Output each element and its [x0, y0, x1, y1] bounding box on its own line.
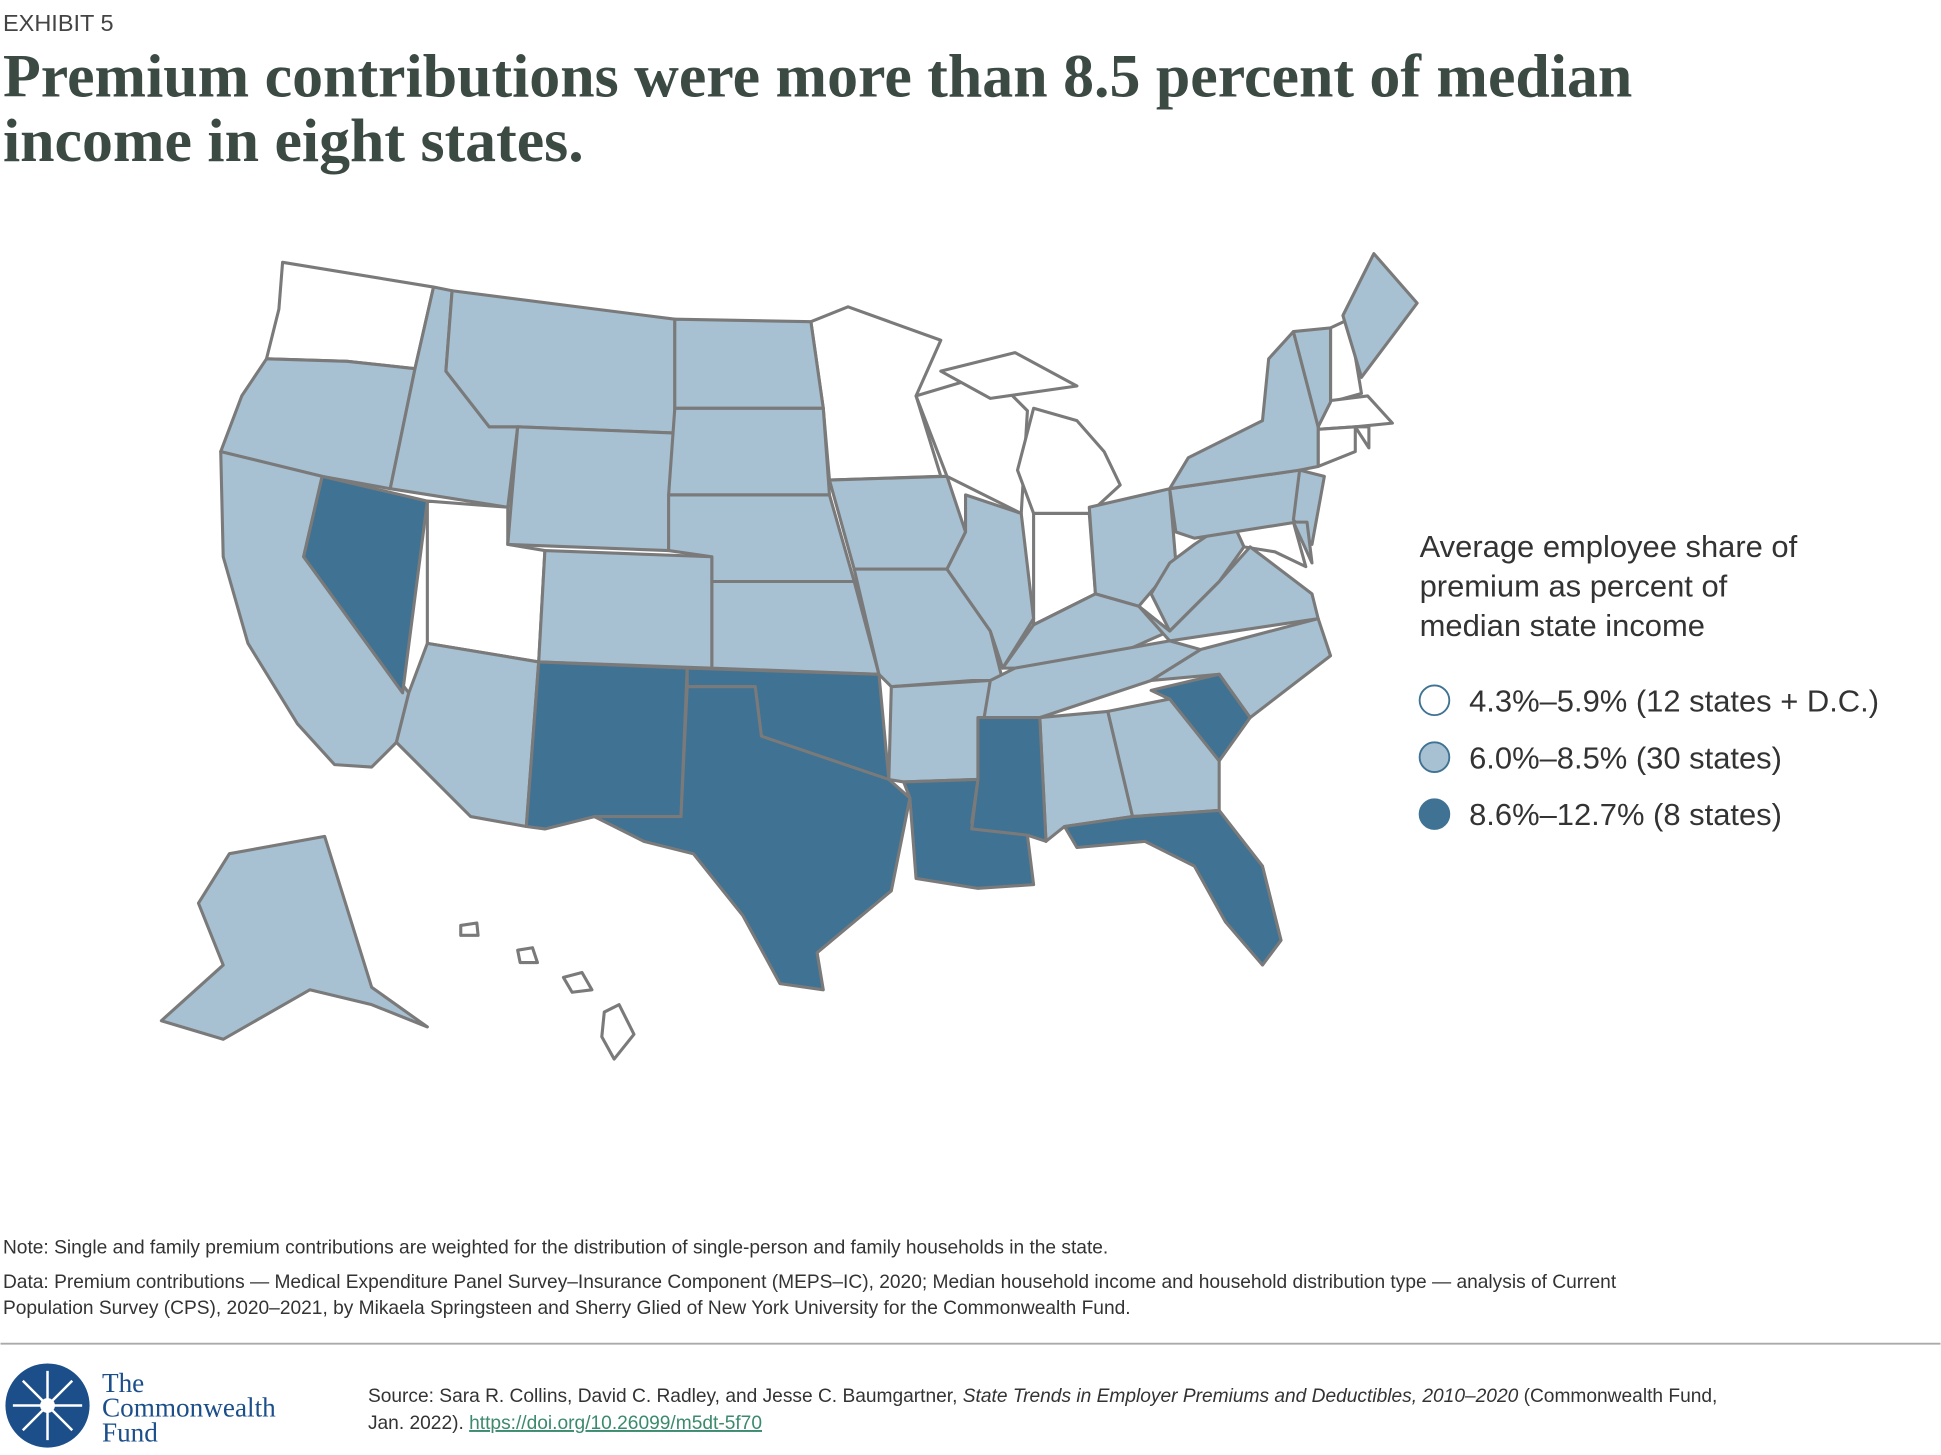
title: income in eight states.: [3, 107, 584, 175]
state: [264, 260, 436, 371]
state: [506, 425, 677, 553]
state: [673, 317, 825, 410]
legend-label: 6.0%–8.5% (30 states): [1469, 740, 1782, 775]
state: [444, 289, 677, 435]
state: [516, 946, 540, 965]
data-note: Data: Premium contributions — Medical Ex…: [3, 1272, 1617, 1293]
state: [592, 685, 912, 992]
state: [1149, 518, 1246, 633]
state: [1062, 808, 1283, 967]
state: [159, 834, 429, 1041]
state: [459, 921, 480, 937]
state: [970, 716, 1048, 843]
state: [1291, 326, 1333, 429]
source: Source: Sara R. Collins, David C. Radley…: [368, 1386, 1717, 1407]
state: [1316, 425, 1357, 468]
legend: 4.3%–5.9% (12 states + D.C.) 6.0%–8.5% (3…: [1418, 683, 1879, 832]
source-link[interactable]: https://doi.org/10.26099/m5dt-5f70: [469, 1413, 762, 1434]
state: [667, 406, 832, 497]
legend-label: 4.3%–5.9% (12 states + D.C.): [1469, 683, 1879, 718]
state: [887, 678, 992, 784]
state: [1015, 406, 1122, 516]
legend-swatch: [1418, 741, 1451, 773]
legend-swatch: [1418, 684, 1451, 717]
state: [1341, 252, 1419, 379]
data-note: Population Survey (CPS), 2020–2021, by M…: [3, 1298, 1131, 1319]
logo-text: Commonwealth: [102, 1393, 276, 1423]
exhibit-label: EXHIBIT 5: [3, 10, 114, 36]
state: [827, 474, 968, 571]
state: [1291, 520, 1314, 565]
logo-text: The: [102, 1368, 144, 1398]
state: [939, 351, 1079, 400]
title: Premium contributions were more than 8.5…: [3, 43, 1632, 111]
state: [1353, 425, 1371, 450]
source-title: State Trends in Employer Premiums and De…: [963, 1386, 1519, 1407]
source-prefix: Source: Sara R. Collins, David C. Radley…: [368, 1386, 963, 1407]
logo: The Commonwealth Fund: [5, 1363, 276, 1448]
source-date: Jan. 2022).: [368, 1413, 469, 1434]
state: [524, 660, 689, 831]
state: [1168, 330, 1320, 491]
state: [945, 493, 1036, 670]
note: Note: Single and family premium contribu…: [3, 1237, 1108, 1258]
state: [561, 970, 594, 994]
state: [394, 641, 541, 829]
state: [600, 1003, 636, 1061]
state: [302, 474, 429, 695]
state: [1149, 672, 1252, 763]
legend-title: median state income: [1420, 608, 1705, 643]
logo-text: Fund: [102, 1417, 158, 1447]
source: Jan. 2022). https://doi.org/10.26099/m5d…: [368, 1413, 762, 1434]
state: [537, 549, 714, 670]
legend-title: premium as percent of: [1420, 568, 1728, 603]
source-suffix: (Commonwealth Fund,: [1518, 1386, 1717, 1407]
legend-title: Average employee share of: [1420, 529, 1798, 564]
legend-label: 8.6%–12.7% (8 states): [1469, 797, 1782, 832]
legend-swatch: [1418, 798, 1451, 830]
map: [159, 252, 1419, 1061]
state: [710, 579, 881, 676]
state: [219, 357, 417, 491]
